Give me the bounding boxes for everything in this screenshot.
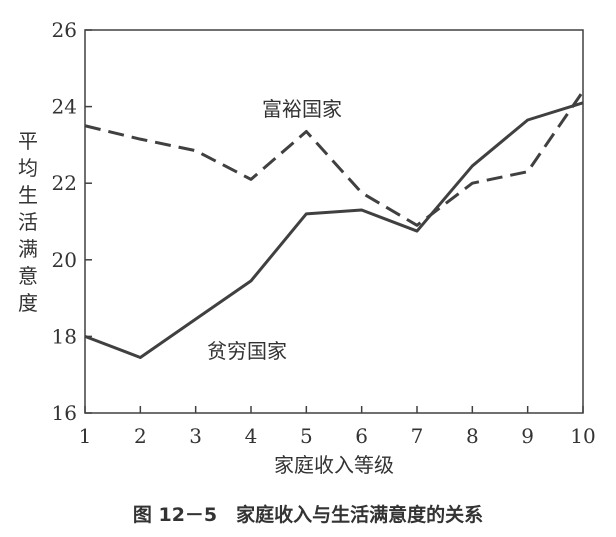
x-ticks: 1 2 3 4 5 6 7 8 9 10 — [79, 406, 596, 448]
y-axis-title-char: 满 — [18, 237, 38, 261]
x-tick-label: 3 — [189, 424, 202, 448]
series-line-rich — [84, 90, 585, 227]
series-label-rich: 富裕国家 — [262, 97, 342, 121]
y-tick-label: 18 — [52, 324, 77, 348]
x-tick-label: 9 — [521, 424, 534, 448]
y-axis-title-char: 意 — [18, 264, 38, 288]
x-tick-label: 10 — [570, 424, 595, 448]
x-tick-label: 1 — [79, 424, 92, 448]
y-tick-label: 22 — [52, 171, 77, 195]
y-tick-label: 16 — [52, 401, 77, 425]
x-tick-label: 6 — [355, 424, 368, 448]
y-ticks: 16 18 20 22 24 26 — [52, 18, 92, 425]
y-tick-label: 20 — [52, 248, 77, 272]
y-axis-title-char: 均 — [18, 156, 38, 180]
x-axis-title: 家庭收入等级 — [274, 453, 394, 477]
x-tick-label: 4 — [245, 424, 258, 448]
plot-frame — [84, 29, 584, 414]
y-tick-label: 26 — [52, 18, 77, 42]
x-tick-label: 7 — [411, 424, 424, 448]
series-label-poor: 贫穷国家 — [207, 339, 287, 363]
series-line-poor — [84, 101, 584, 359]
y-axis-title-char: 平 — [18, 129, 38, 153]
x-tick-label: 8 — [466, 424, 479, 448]
y-axis-title-char: 活 — [18, 210, 38, 234]
series-lines — [84, 90, 585, 359]
figure-caption: 图 12－5 家庭收入与生活满意度的关系 — [132, 504, 484, 526]
y-axis-title-char: 度 — [18, 291, 38, 315]
y-tick-label: 24 — [52, 95, 77, 119]
x-tick-label: 2 — [134, 424, 147, 448]
x-tick-label: 5 — [300, 424, 313, 448]
y-axis-title-char: 生 — [18, 183, 38, 207]
